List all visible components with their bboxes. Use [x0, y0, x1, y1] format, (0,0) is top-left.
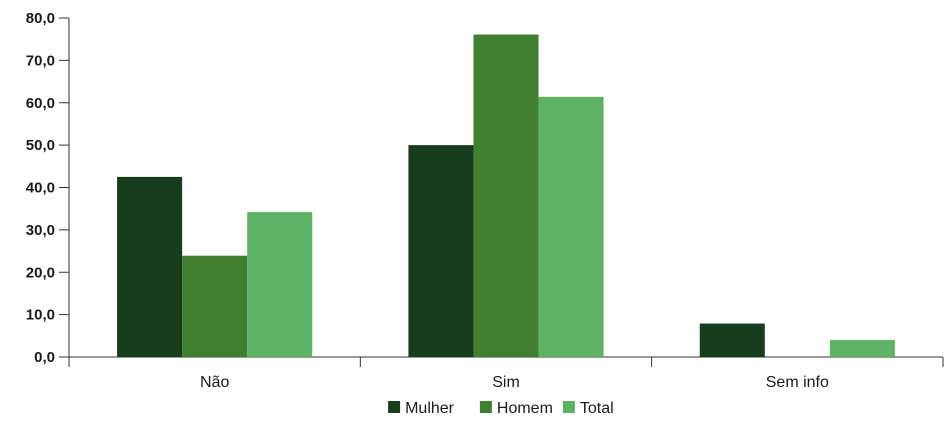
bar-total-2	[829, 340, 895, 357]
bar-mulher-2	[699, 323, 765, 357]
x-category-label: Não	[200, 374, 229, 391]
y-tick-label: 20,0	[26, 264, 55, 281]
legend-label-mulher: Mulher	[405, 400, 455, 417]
legend-label-homem: Homem	[497, 400, 553, 417]
y-tick-label: 30,0	[26, 222, 55, 239]
legend-swatch-mulher	[388, 401, 401, 413]
y-tick-label: 80,0	[26, 10, 55, 27]
bar-total-0	[247, 212, 313, 357]
x-axis: Não Sim Sem info	[68, 356, 944, 391]
bar-total-1	[538, 96, 604, 357]
y-tick-label: 0,0	[34, 349, 55, 366]
y-tick-label: 60,0	[26, 95, 55, 112]
bar-homem-0	[182, 255, 248, 357]
legend-swatch-homem	[479, 401, 492, 413]
y-tick-label: 50,0	[26, 137, 55, 154]
bar-homem-1	[473, 34, 539, 358]
x-category-label: Sem info	[766, 374, 829, 391]
bar-mulher-1	[408, 145, 474, 357]
legend-swatch-total	[562, 401, 575, 413]
y-tick-label: 10,0	[26, 307, 55, 324]
x-category-label: Sim	[492, 374, 520, 391]
bar-mulher-0	[117, 176, 183, 357]
y-tick-label: 40,0	[26, 180, 55, 197]
y-axis: 0,0 10,0 20,0 30,0 40,0 50,0 60,0 70,0 80,0	[26, 10, 70, 366]
legend: Mulher Homem Total	[388, 400, 614, 417]
y-tick-label: 70,0	[26, 52, 55, 69]
legend-label-total: Total	[580, 400, 614, 417]
bars	[117, 34, 895, 358]
